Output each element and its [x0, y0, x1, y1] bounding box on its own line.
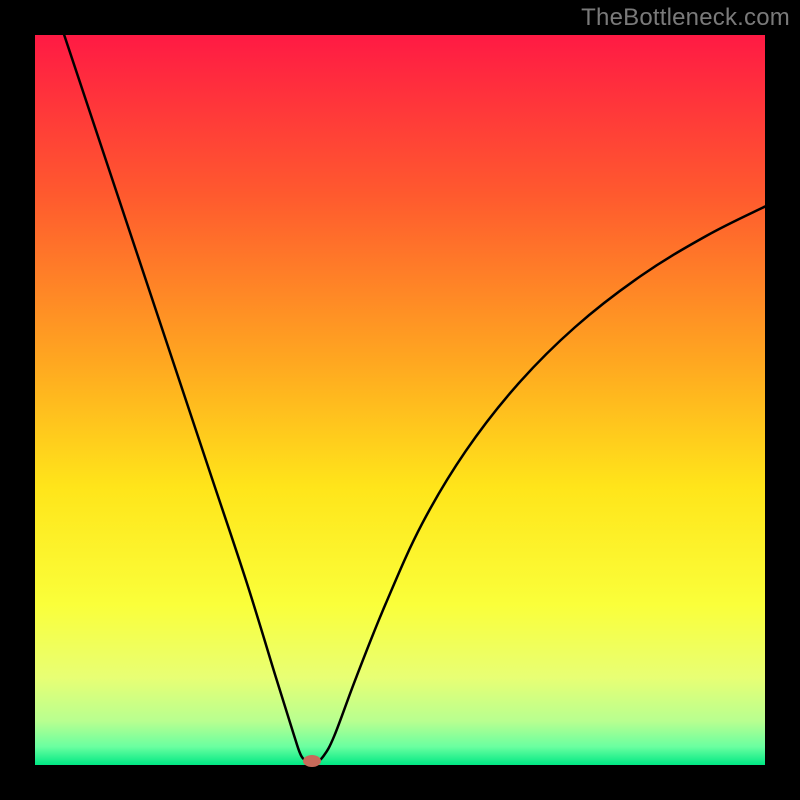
plot-area: [35, 35, 765, 765]
curve-layer: [35, 35, 765, 765]
bottleneck-curve: [64, 35, 765, 762]
optimal-point-marker: [303, 755, 321, 767]
chart-frame: TheBottleneck.com: [0, 0, 800, 800]
watermark-text: TheBottleneck.com: [581, 4, 790, 32]
